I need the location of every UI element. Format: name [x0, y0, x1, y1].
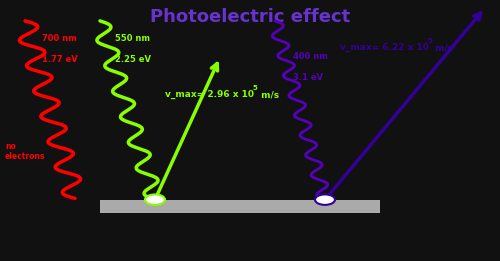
Text: m/s: m/s [258, 90, 278, 99]
Text: 5: 5 [428, 38, 432, 44]
Text: 1.77 eV: 1.77 eV [42, 55, 78, 64]
Circle shape [145, 194, 165, 205]
Text: m/s: m/s [432, 43, 454, 52]
Text: v_max= 2.96 x 10: v_max= 2.96 x 10 [165, 90, 254, 99]
Bar [100, 200, 380, 213]
Text: v_max= 6.22 x 10: v_max= 6.22 x 10 [340, 43, 429, 52]
Text: 700 nm: 700 nm [42, 34, 77, 43]
Text: 2.25 eV: 2.25 eV [115, 55, 151, 64]
Circle shape [315, 194, 335, 205]
Text: no
electrons: no electrons [5, 142, 46, 161]
Text: 3.1 eV: 3.1 eV [292, 73, 322, 82]
Text: Photoelectric effect: Photoelectric effect [150, 8, 350, 26]
Text: 400 nm: 400 nm [292, 52, 328, 61]
Text: 550 nm: 550 nm [115, 34, 150, 43]
Text: 5: 5 [252, 85, 257, 91]
